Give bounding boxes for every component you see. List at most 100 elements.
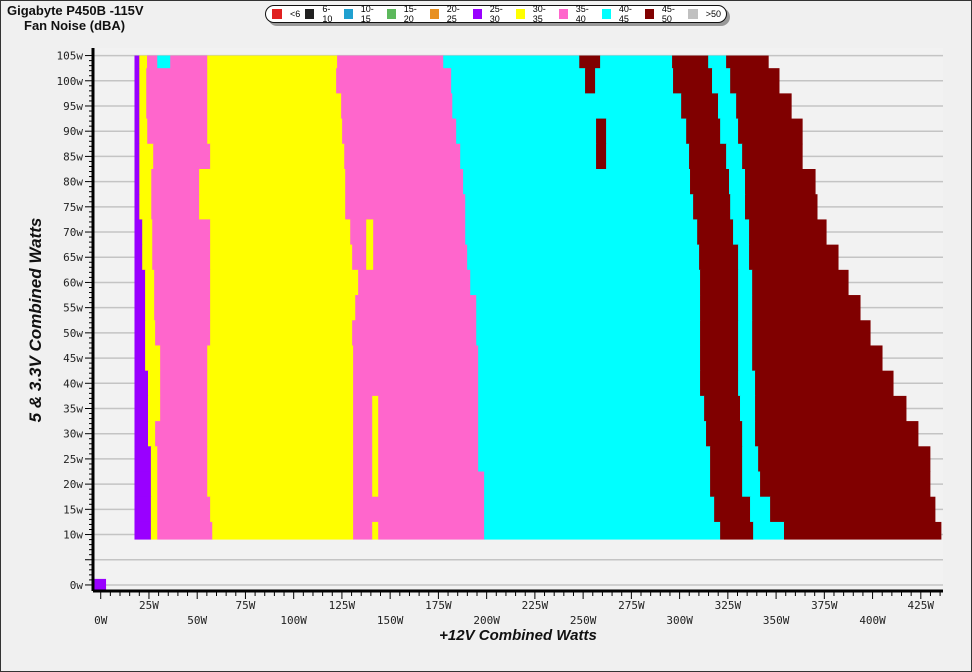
heatmap-cell	[353, 496, 485, 523]
heatmap-cell	[150, 496, 158, 523]
legend-item: <6	[272, 9, 300, 19]
heatmap-cell	[151, 169, 200, 195]
legend-swatch	[343, 9, 353, 19]
heatmap-cell	[738, 118, 803, 145]
x-tick-label: 425W	[908, 599, 935, 612]
x-axis-title: +12V Combined Watts	[439, 627, 597, 644]
y-tick-label: 35w	[63, 402, 83, 415]
heatmap-cell	[210, 269, 359, 296]
heatmap-cell	[693, 194, 731, 220]
heatmap-cell	[476, 320, 701, 346]
heatmap-cell	[478, 370, 701, 397]
heatmap-cell	[738, 244, 750, 271]
heatmap-cell	[207, 345, 354, 372]
heatmap-cell	[600, 55, 673, 69]
heatmap-cell	[207, 370, 354, 397]
y-tick-label: 65w	[63, 251, 83, 264]
y-tick-label: 40w	[63, 377, 83, 390]
heatmap-cell	[484, 496, 715, 523]
heatmap-cell	[150, 446, 158, 473]
heatmap-cell	[341, 93, 453, 120]
heatmap-cell	[710, 446, 743, 473]
heatmap-cell	[134, 194, 140, 220]
heatmap-cell	[134, 143, 140, 170]
legend-item: 10-15	[343, 4, 382, 24]
heatmap-cell	[350, 219, 367, 246]
y-tick-label: 30w	[63, 428, 83, 441]
heatmap-cell	[210, 496, 354, 523]
heatmap-cell	[353, 421, 373, 447]
legend-item: >50	[687, 9, 721, 19]
heatmap-cell	[752, 345, 883, 372]
heatmap-cell	[134, 244, 143, 271]
heatmap-cell	[155, 320, 211, 346]
legend-item: 20-25	[429, 4, 468, 24]
heatmap-cell	[738, 345, 753, 372]
heatmap-cell	[210, 320, 353, 346]
heatmap-cell	[373, 244, 468, 271]
legend: <6 6-10 10-15 15-20 20-25 25-30 30-35 35-40 40-4…	[265, 4, 727, 24]
x-tick-label: 150W	[377, 614, 404, 627]
legend-item: 40-45	[601, 4, 640, 24]
heatmap-cell	[353, 395, 373, 422]
heatmap-cell	[758, 446, 931, 473]
heatmap-cell	[207, 55, 338, 69]
heatmap-cell	[145, 269, 155, 296]
heatmap-cell	[755, 421, 919, 447]
heatmap-cell	[336, 68, 452, 94]
heatmap-cell	[366, 244, 374, 271]
heatmap-cell	[154, 295, 211, 321]
legend-item: 25-30	[472, 4, 511, 24]
heatmap-cell	[718, 93, 737, 120]
legend-item: 45-50	[644, 4, 683, 24]
heatmap-cell	[210, 143, 345, 170]
heatmap-cell	[742, 446, 759, 473]
y-axis-title: 5 & 3.3V Combined Watts	[26, 218, 45, 423]
legend-swatch	[601, 9, 611, 19]
heatmap-cell	[708, 55, 727, 69]
heatmap-cell	[712, 68, 731, 94]
heatmap-cell	[134, 269, 146, 296]
heatmap-cell	[134, 471, 152, 498]
x-tick-label: 300W	[666, 614, 693, 627]
heatmap-cell	[484, 471, 711, 498]
heatmap-cell	[139, 93, 147, 120]
legend-label: 20-25	[446, 4, 460, 24]
heatmap-cell	[145, 345, 161, 372]
heatmap-cell	[681, 93, 719, 120]
heatmap-cell	[134, 55, 140, 69]
y-tick-label: 105w	[57, 50, 84, 63]
legend-swatch	[272, 9, 282, 19]
x-tick-label: 400W	[859, 614, 886, 627]
heatmap-cell	[94, 578, 107, 592]
legend-swatch	[386, 9, 396, 19]
heatmap-cell	[207, 68, 337, 94]
heatmap-cell	[147, 421, 156, 447]
heatmap-cell	[372, 446, 379, 473]
heatmap-cell	[139, 55, 148, 69]
x-tick-label: 75W	[236, 599, 256, 612]
heatmap-cell	[700, 295, 739, 321]
y-tick-label: 70w	[63, 226, 83, 239]
x-tick-label: 100W	[280, 614, 307, 627]
y-tick-label: 80w	[63, 176, 83, 189]
heatmap-cell	[752, 269, 849, 296]
heatmap-cell	[783, 521, 942, 540]
heatmap-cell	[742, 471, 761, 498]
heatmap-cell	[714, 496, 751, 523]
heatmap-cell	[484, 521, 721, 540]
heatmap-cell	[353, 521, 373, 540]
heatmap-cell	[134, 395, 149, 422]
heatmap-cell	[212, 521, 354, 540]
heatmap-cell	[742, 143, 803, 170]
heatmap-cell	[134, 295, 146, 321]
heatmap-cell	[134, 446, 152, 473]
x-tick-label: 50W	[187, 614, 207, 627]
heatmap-cell	[134, 370, 149, 397]
heatmap-cell	[146, 68, 208, 94]
heatmap-cell	[378, 471, 485, 498]
heatmap-cell	[139, 118, 148, 145]
heatmap-cell	[147, 370, 161, 397]
heatmap-cell	[352, 244, 367, 271]
x-tick-label: 250W	[570, 614, 597, 627]
